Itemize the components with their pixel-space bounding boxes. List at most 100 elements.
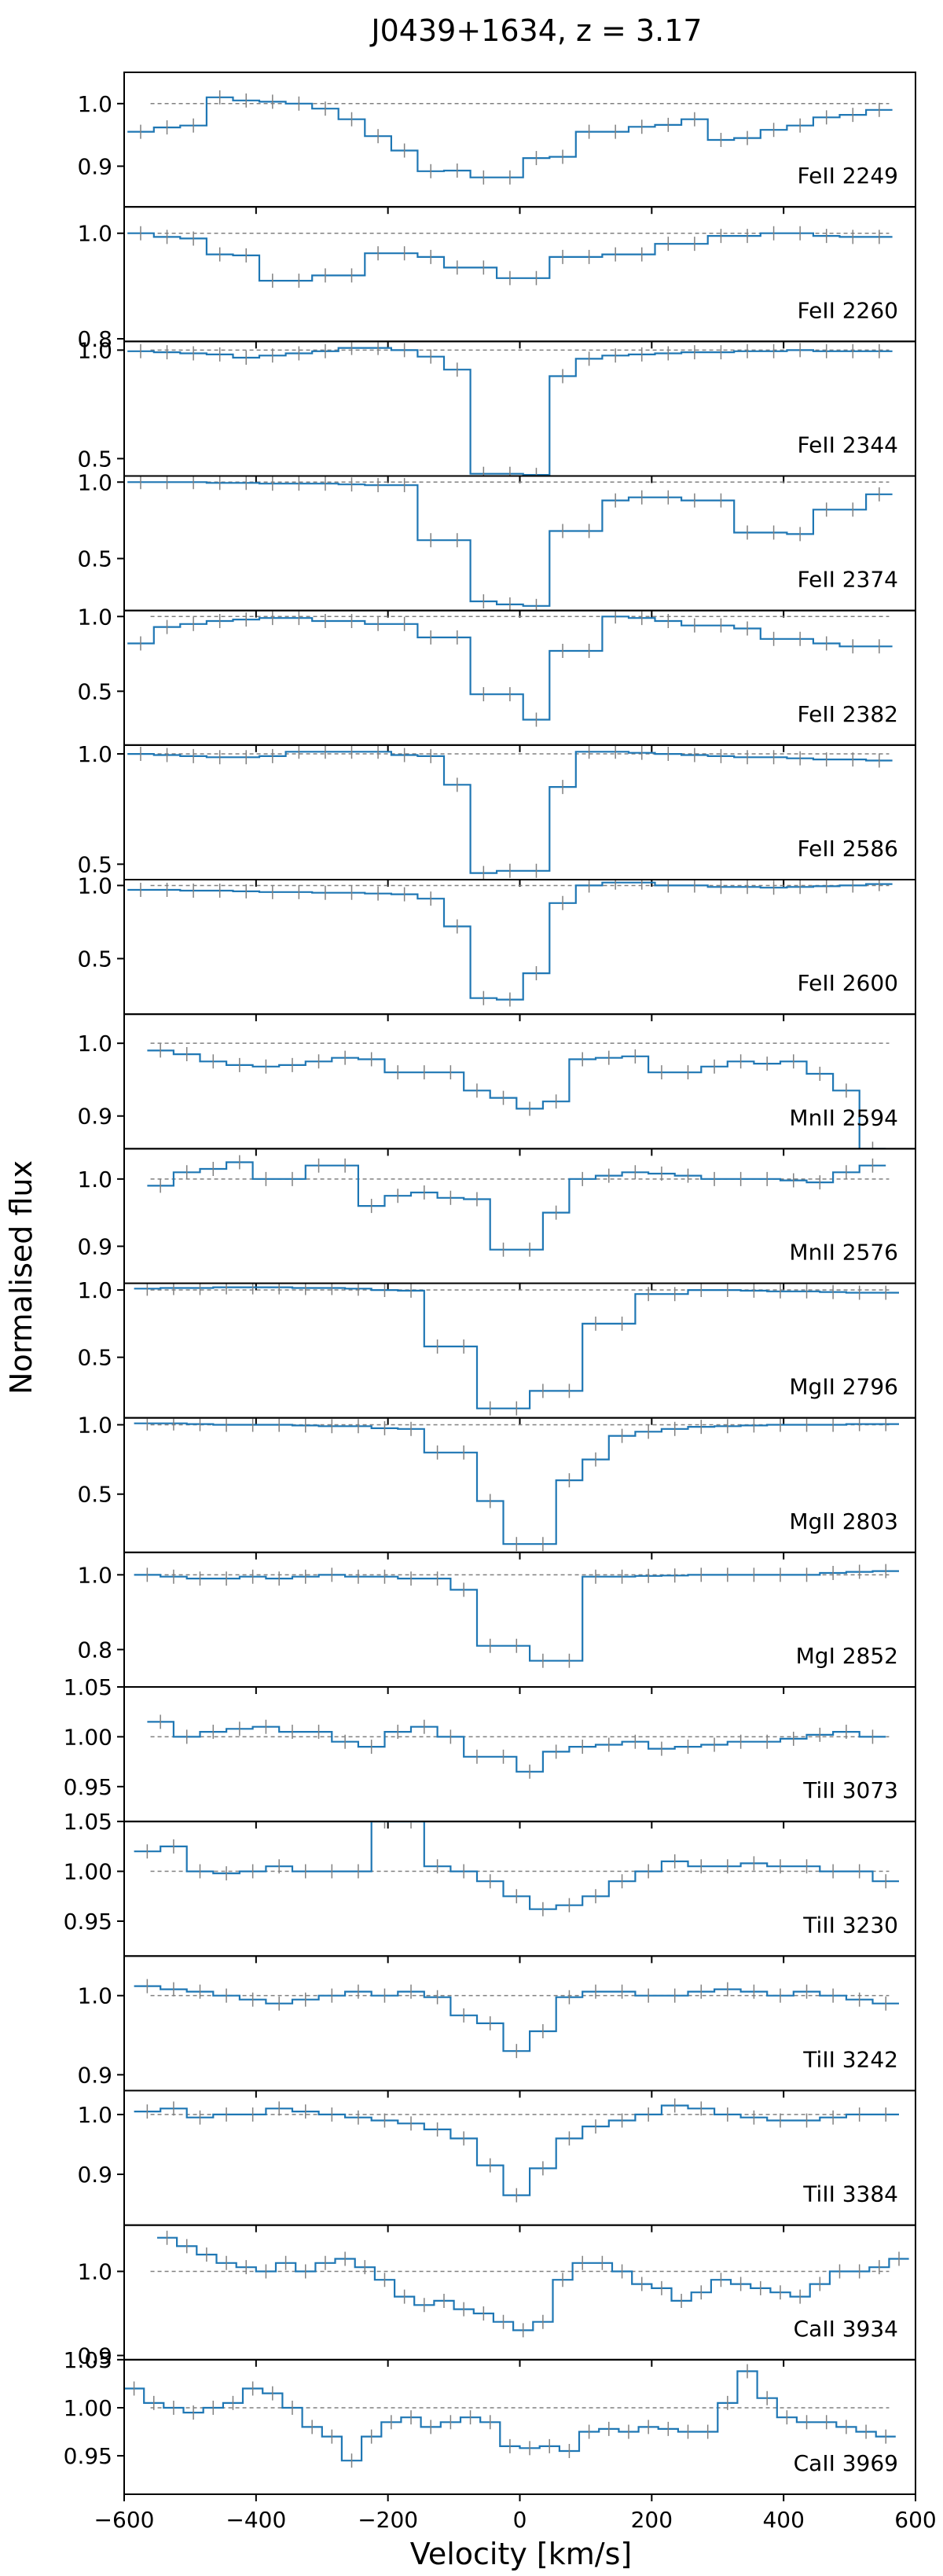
panel-plot-area — [127, 341, 893, 476]
panel-ion-label: MnII 2576 — [789, 1240, 898, 1266]
chart-title: J0439+1634, z = 3.17 — [369, 13, 702, 48]
y-tick-label: 0.9 — [77, 1104, 112, 1130]
panel-plot-area — [127, 610, 893, 727]
panel-plot-area — [147, 1155, 890, 1257]
panel-plot-area — [134, 1979, 899, 2059]
panel-plot-area — [147, 1042, 890, 1149]
panel-plot-area — [134, 1821, 899, 1916]
y-tick-label: 1.05 — [64, 1674, 112, 1700]
panel-plot-area — [124, 2364, 896, 2468]
panel: 0.95 1.00 1.05 CaII 3969 — [64, 2347, 916, 2501]
y-tick-label: 0.5 — [77, 946, 112, 972]
panel-ion-label: TiII 3384 — [802, 2181, 898, 2207]
y-tick-label: 1.0 — [77, 1167, 112, 1192]
flux-spectrum-line — [127, 347, 893, 476]
flux-spectrum-line — [147, 1049, 886, 1149]
panel-frame — [123, 2089, 916, 2226]
flux-spectrum-line — [127, 751, 893, 874]
y-tick-label: 0.8 — [77, 1637, 112, 1663]
x-tick-label: −200 — [358, 2507, 418, 2533]
panel-plot-area — [134, 1417, 899, 1552]
y-tick-label: 1.00 — [64, 1859, 112, 1885]
y-tick-label: 1.0 — [77, 873, 112, 898]
y-tick-label: 1.0 — [77, 1562, 112, 1588]
flux-spectrum-line — [127, 232, 893, 282]
y-tick-label: 0.95 — [64, 2443, 112, 2469]
y-tick-label: 0.8 — [77, 326, 112, 352]
x-tick-label: 400 — [762, 2507, 804, 2533]
panel: 0.95 1.00 1.05 TiII 3073 — [64, 1674, 916, 1829]
y-tick-label: 1.0 — [77, 91, 112, 117]
x-tick-label: 200 — [631, 2507, 673, 2533]
panel-ion-label: MnII 2594 — [789, 1104, 898, 1130]
panel-plot-area — [127, 744, 893, 880]
panel: 0.9 1.0 CaII 3934 — [77, 2224, 916, 2368]
y-tick-label: 0.95 — [64, 1774, 112, 1800]
y-tick-label: 1.0 — [77, 469, 112, 495]
panel-frame — [123, 1686, 916, 1823]
panel-plot-area — [127, 226, 893, 288]
y-tick-label: 1.0 — [77, 604, 112, 630]
panel-ion-label: MgII 2803 — [789, 1508, 898, 1534]
flux-spectrum-line — [127, 881, 893, 1001]
panel: 0.5 1.0 FeII 2586 — [77, 741, 916, 887]
panel-plot-area — [150, 2230, 909, 2338]
y-tick-label: 1.0 — [77, 2102, 112, 2128]
y-tick-label: 1.0 — [77, 1983, 112, 2009]
panel: 0.8 1.0 MgI 2852 — [77, 1551, 916, 1694]
panel-ion-label: TiII 3242 — [802, 2047, 898, 2073]
panel-ion-label: FeII 2600 — [798, 970, 898, 996]
panel-ion-label: FeII 2344 — [798, 432, 898, 458]
flux-spectrum-line — [134, 1286, 899, 1409]
y-tick-label: 0.5 — [77, 1482, 112, 1508]
flux-spectrum-line — [134, 1985, 899, 2052]
panel-ion-label: TiII 3230 — [802, 1912, 898, 1938]
y-tick-label: 1.05 — [64, 2347, 112, 2373]
y-tick-label: 0.9 — [77, 153, 112, 179]
flux-spectrum-line — [147, 1721, 886, 1773]
flux-spectrum-line — [134, 1422, 899, 1545]
panel-plot-area — [134, 1564, 899, 1668]
panel: 0.9 1.0 TiII 3384 — [77, 2089, 916, 2232]
y-tick-label: 1.0 — [77, 2259, 112, 2285]
panel: 0.8 1.0 FeII 2260 — [77, 206, 916, 352]
panel: 0.5 1.0 FeII 2382 — [77, 604, 916, 752]
y-tick-label: 1.0 — [77, 1031, 112, 1056]
panel: 0.95 1.00 1.05 TiII 3230 — [64, 1809, 916, 1964]
panel: 0.9 1.0 TiII 3242 — [77, 1955, 916, 2098]
flux-spectrum-line — [147, 1161, 886, 1251]
y-axis-label: Normalised flux — [4, 1160, 39, 1395]
x-tick-label: −400 — [226, 2507, 286, 2533]
y-tick-label: 0.9 — [77, 2162, 112, 2188]
panel: 0.5 1.0 FeII 2344 — [77, 337, 916, 483]
panel-ion-label: FeII 2249 — [798, 163, 898, 189]
y-tick-label: 0.5 — [77, 546, 112, 572]
panel-ion-label: FeII 2382 — [798, 701, 898, 727]
y-tick-label: 0.95 — [64, 1909, 112, 1935]
y-tick-label: 0.5 — [77, 851, 112, 877]
flux-spectrum-line — [127, 481, 893, 607]
panel-ion-label: FeII 2586 — [798, 836, 898, 862]
panel-plot-area — [134, 1283, 899, 1416]
y-tick-label: 1.00 — [64, 2395, 112, 2421]
panel-frame — [123, 1821, 916, 1957]
panel-plot-area — [127, 880, 893, 1007]
panel: 0.9 1.0 MnII 2576 — [77, 1148, 916, 1291]
panel: 0.5 1.0 MgII 2796 — [77, 1277, 916, 1425]
y-tick-label: 0.5 — [77, 1345, 112, 1371]
y-tick-label: 1.0 — [77, 741, 112, 767]
panel-plot-area — [127, 476, 893, 611]
panel-plot-area — [134, 2098, 899, 2203]
flux-spectrum-line — [127, 96, 893, 178]
y-tick-label: 1.0 — [77, 221, 112, 247]
x-tick-label: 0 — [513, 2507, 527, 2533]
panel: 0.5 1.0 FeII 2374 — [77, 469, 916, 618]
panel-frame — [123, 1955, 916, 2092]
panel-ion-label: MgII 2796 — [789, 1374, 898, 1400]
panel: 0.9 1.0 FeII 2249 — [77, 72, 916, 215]
y-tick-label: 1.0 — [77, 1412, 112, 1438]
panel-ion-label: CaII 3934 — [794, 2316, 898, 2342]
y-tick-label: 0.5 — [77, 446, 112, 472]
